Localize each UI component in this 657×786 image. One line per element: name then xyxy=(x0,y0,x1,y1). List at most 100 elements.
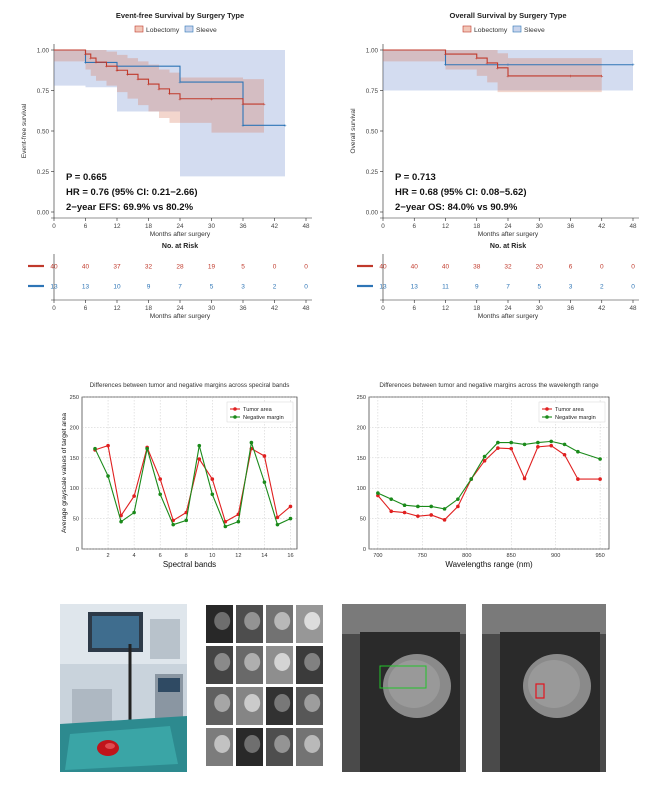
data-point xyxy=(509,446,514,451)
km-legend: Lobectomy Sleeve xyxy=(462,25,545,34)
risk-x-tick-label: 6 xyxy=(84,305,88,312)
y-tick-label: 0.75 xyxy=(37,88,50,95)
data-point xyxy=(442,507,447,511)
censor-mark: + xyxy=(486,61,489,67)
y-tick-label: 50 xyxy=(73,517,79,523)
censor-mark: + xyxy=(84,52,87,58)
legend-swatch-lobectomy xyxy=(462,25,472,33)
data-point xyxy=(562,442,567,447)
censor-mark: + xyxy=(444,52,447,58)
x-tick-label: 18 xyxy=(473,223,481,230)
censor-mark: + xyxy=(444,63,447,69)
x-tick-label: 12 xyxy=(113,223,121,230)
data-point xyxy=(119,513,123,518)
km-stat-1: HR = 0.68 (95% CI: 0.08−5.62) xyxy=(395,187,527,198)
efs-km-chart: Event-free Survival by Surgery Type Lobec… xyxy=(21,11,312,320)
risk-count-sleeve: 13 xyxy=(411,284,419,291)
curve-lobectomy xyxy=(54,49,264,105)
censor-mark: + xyxy=(241,102,244,108)
data-point xyxy=(262,480,267,484)
risk-count-sleeve: 5 xyxy=(210,284,214,291)
x-tick-label: 0 xyxy=(381,223,385,230)
ci-band-lobectomy xyxy=(383,50,602,93)
risk-x-tick-label: 18 xyxy=(145,305,153,312)
x-tick-label: 18 xyxy=(145,223,153,230)
censor-mark: + xyxy=(178,97,181,103)
data-point xyxy=(549,439,554,444)
legend-marker xyxy=(233,407,237,411)
legend-marker xyxy=(545,415,549,419)
band-tile-tissue xyxy=(274,611,291,630)
band-tile-tissue xyxy=(244,693,261,712)
risk-count-lobectomy: 40 xyxy=(379,264,387,271)
risk-count-lobectomy: 32 xyxy=(504,264,512,271)
band-tile-tissue xyxy=(214,693,231,712)
data-point xyxy=(536,445,540,449)
data-point xyxy=(171,522,176,527)
data-point xyxy=(223,524,228,529)
data-point xyxy=(598,457,602,461)
spectral-bands-chart: Differences between tumor and negative m… xyxy=(61,382,298,569)
data-point xyxy=(210,477,215,481)
legend-swatch-sleeve xyxy=(512,25,522,33)
risk-x-tick-label: 36 xyxy=(239,305,247,312)
x-tick-label: 2 xyxy=(106,553,109,559)
risk-x-tick-label: 12 xyxy=(442,305,450,312)
data-point xyxy=(106,474,110,478)
censor-mark: + xyxy=(115,68,118,74)
x-tick-label: 36 xyxy=(239,223,247,230)
x-tick-label: 36 xyxy=(567,223,575,230)
os-km-chart: Overall Survival by Surgery Type Lobectom… xyxy=(350,11,639,320)
data-point xyxy=(288,516,293,521)
band-tile-tissue xyxy=(304,652,321,671)
x-tick-label: 30 xyxy=(536,223,544,230)
x-tick-label: 48 xyxy=(302,223,310,230)
y-tick-label: 0.00 xyxy=(366,209,379,216)
y-tick-label: 250 xyxy=(70,395,79,401)
risk-x-tick-label: 48 xyxy=(629,305,637,312)
censor-mark: + xyxy=(94,60,97,66)
legend-marker xyxy=(545,407,549,411)
y-tick-label: 0.25 xyxy=(366,169,379,176)
risk-count-sleeve: 2 xyxy=(600,284,604,291)
band-tile-tissue xyxy=(214,611,231,630)
negative-margin-roi-image xyxy=(342,604,466,772)
censor-mark: + xyxy=(178,80,181,86)
tumor-roi-image xyxy=(482,604,606,772)
km-stat-0: P = 0.713 xyxy=(395,172,436,183)
data-point xyxy=(106,443,110,448)
data-point xyxy=(416,504,420,509)
y-tick-label: 200 xyxy=(70,425,79,431)
y-tick-label: 1.00 xyxy=(366,47,379,54)
risk-count-lobectomy: 40 xyxy=(82,264,90,271)
risk-count-sleeve: 0 xyxy=(631,284,635,291)
data-point xyxy=(536,440,540,445)
data-point xyxy=(376,491,380,495)
risk-count-sleeve: 11 xyxy=(442,284,449,291)
risk-count-lobectomy: 28 xyxy=(176,264,184,271)
y-axis-label: Average grayscale values of target area xyxy=(61,413,68,533)
y-tick-label: 200 xyxy=(357,425,366,431)
x-tick-label: 850 xyxy=(507,553,516,559)
x-tick-label: 42 xyxy=(271,223,279,230)
band-tile-tissue xyxy=(274,734,291,753)
x-tick-label: 16 xyxy=(287,553,293,559)
censor-mark: + xyxy=(210,97,213,103)
legend-label-lobectomy: Lobectomy xyxy=(146,27,180,34)
risk-title: No. at Risk xyxy=(162,243,198,250)
y-tick-label: 50 xyxy=(360,517,366,523)
data-point xyxy=(197,443,202,448)
risk-count-lobectomy: 40 xyxy=(442,264,450,271)
x-axis-label: Months after surgery xyxy=(150,231,211,238)
data-point xyxy=(522,442,527,447)
x-axis-label: Spectral bands xyxy=(163,560,216,569)
data-point xyxy=(496,440,500,445)
censor-mark: + xyxy=(126,72,129,78)
censor-mark: + xyxy=(475,56,478,62)
risk-count-lobectomy: 0 xyxy=(304,264,308,271)
risk-count-lobectomy: 20 xyxy=(536,264,544,271)
risk-x-tick-label: 30 xyxy=(208,305,216,312)
legend-box xyxy=(538,401,606,423)
risk-x-tick-label: 48 xyxy=(302,305,310,312)
y-tick-label: 0.50 xyxy=(366,128,379,135)
